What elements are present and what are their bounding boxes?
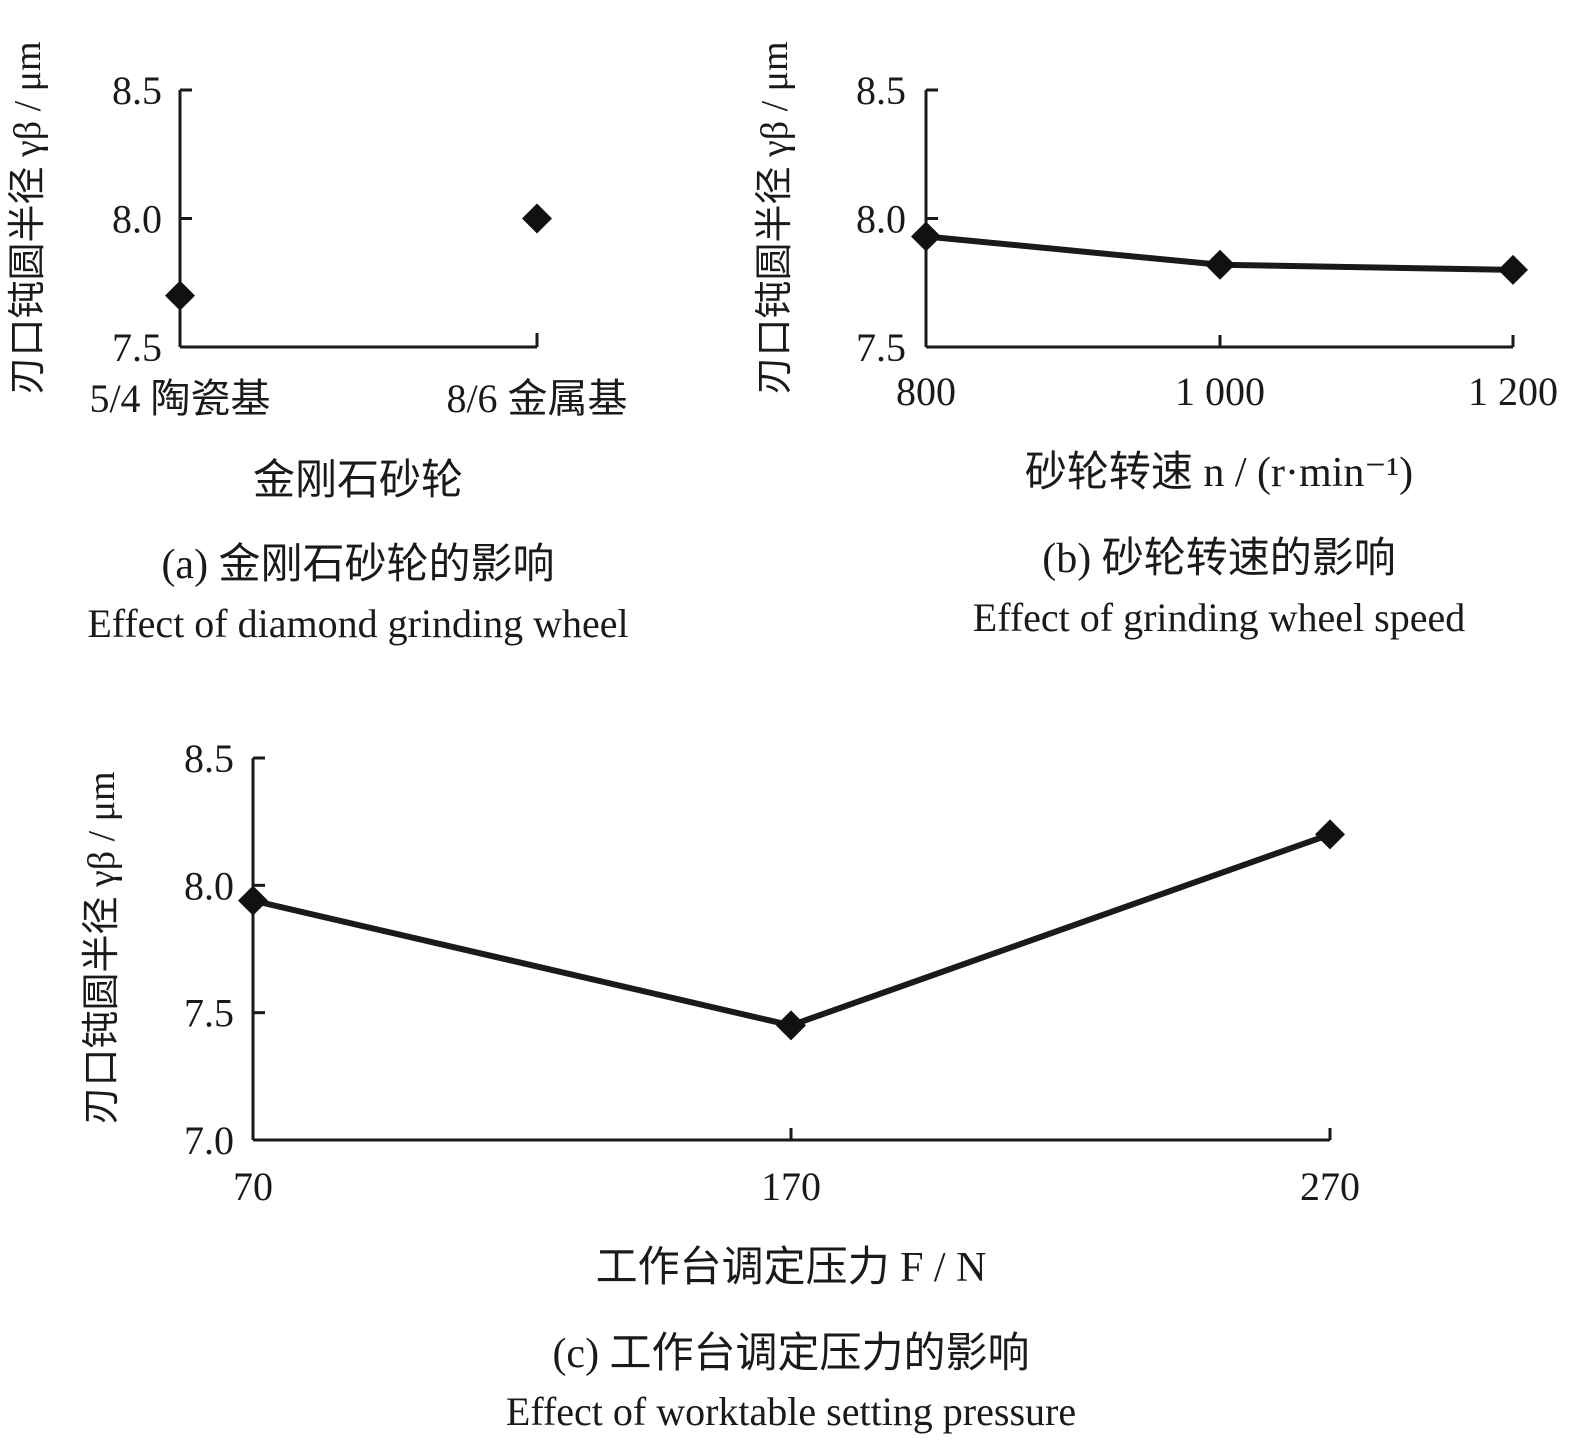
panel-c-caption-en: Effect of worktable setting pressure [506, 1389, 1076, 1434]
panel-c-y-tick-label: 7.5 [184, 991, 234, 1036]
panel-a-caption-cn: (a) 金刚石砂轮的影响 [161, 541, 554, 588]
panel-c-y-ticks: 7.0 7.5 8.0 8.5 [184, 736, 265, 1163]
panel-c-axes [251, 758, 1330, 1142]
panel-c-x-tick-label: 70 [233, 1164, 273, 1209]
panel-c-data-point [1315, 819, 1345, 850]
panel-c-data-point [238, 885, 268, 916]
panel-c-x-tick-label: 270 [1300, 1164, 1360, 1209]
panel-a-axes [178, 90, 539, 349]
panel-b-y-tick-label: 8.5 [856, 68, 906, 113]
panel-b-data-point [1498, 254, 1528, 285]
panel-c: 7.0 7.5 8.0 8.5 70 170 270 刃口钝圆半径 γβ / μm 工作台… [81, 736, 1360, 1434]
panel-b-data-point [1205, 249, 1235, 280]
panel-b-caption-cn: (b) 砂轮转速的影响 [1042, 536, 1395, 582]
panel-b-y-label: 刃口钝圆半径 γβ / μm [754, 41, 796, 394]
panel-a-y-label: 刃口钝圆半径 γβ / μm [7, 41, 49, 394]
panel-b-y-tick-label: 7.5 [856, 325, 906, 370]
panel-c-y-tick-label: 7.0 [184, 1118, 234, 1163]
panel-c-y-label: 刃口钝圆半径 γβ / μm [81, 771, 123, 1124]
panel-a-x-ticks: 5/4 陶瓷基 8/6 金属基 [89, 376, 627, 421]
panel-b-y-tick-label: 8.0 [856, 197, 906, 242]
panel-b-x-tick-label: 1 200 [1468, 369, 1558, 414]
panel-a-x-label: 金刚石砂轮 [253, 457, 463, 504]
panel-c-x-label: 工作台调定压力 F / N [596, 1244, 987, 1291]
panel-b: 7.5 8.0 8.5 800 1 000 1 200 刃口钝圆半径 γβ / μm 砂… [754, 41, 1558, 640]
panel-b-x-label: 砂轮转速 n / (r·min⁻¹) [1025, 450, 1413, 496]
panel-c-data-point [776, 1010, 806, 1041]
panel-a: 7.58.08.5 5/4 陶瓷基 8/6 金属基 刃口钝圆半径 γβ / μm … [7, 41, 629, 646]
panel-c-series [238, 819, 1345, 1041]
panel-a-x-tick-label: 5/4 陶瓷基 [89, 376, 270, 421]
panel-c-caption-cn: (c) 工作台调定压力的影响 [552, 1330, 1029, 1377]
panel-c-series-line [252, 831, 1332, 1029]
panel-a-y-ticks: 7.5 8.0 8.5 [112, 68, 192, 370]
panel-b-caption-en: Effect of grinding wheel speed [973, 595, 1465, 640]
panel-b-x-ticks: 800 1 000 1 200 [896, 335, 1558, 414]
panel-b-x-tick-label: 1 000 [1175, 369, 1265, 414]
panel-b-data-point [911, 221, 941, 252]
panel-b-series [911, 221, 1528, 285]
panel-a-y-tick-label: 7.5 [112, 325, 162, 370]
panel-a-x-tick-label: 8/6 金属基 [446, 376, 627, 421]
panel-a-data-point [165, 280, 195, 311]
panel-b-y-ticks: 7.5 8.0 8.5 [856, 68, 938, 370]
panel-b-x-tick-label: 800 [896, 369, 956, 414]
panel-a-series [165, 203, 552, 311]
panel-c-x-tick-label: 170 [761, 1164, 821, 1209]
panel-a-y-tick-label: 8.0 [112, 197, 162, 242]
panel-b-axes [924, 90, 1513, 349]
panel-c-y-tick-label: 8.5 [184, 736, 234, 781]
panel-a-y-tick-label: 8.5 [112, 68, 162, 113]
panel-c-x-ticks: 70 170 270 [233, 1128, 1360, 1209]
panel-c-y-tick-label: 8.0 [184, 863, 234, 908]
panel-a-data-point [522, 203, 552, 234]
panel-a-caption-en: Effect of diamond grinding wheel [87, 601, 628, 646]
